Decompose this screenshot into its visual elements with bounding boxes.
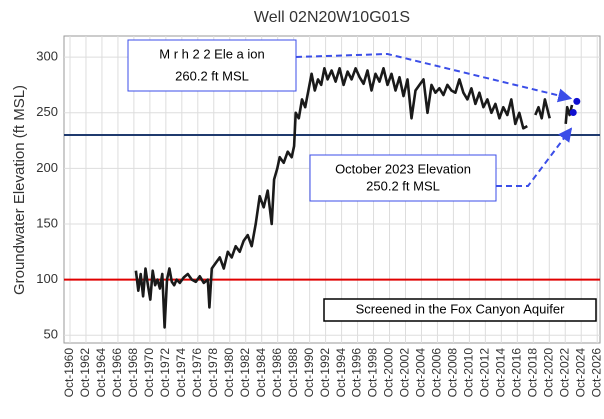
x-tick-label: Oct-2010 bbox=[462, 348, 476, 398]
x-tick-label: Oct-1964 bbox=[94, 348, 108, 398]
y-axis-label: Groundwater Elevation (ft MSL) bbox=[11, 85, 28, 295]
annotation-point bbox=[569, 109, 577, 117]
annotation-arrow bbox=[295, 52, 573, 103]
x-tick-label: Oct-1986 bbox=[270, 348, 284, 398]
x-tick-label: Oct-1970 bbox=[142, 348, 156, 398]
x-tick-label: Oct-1972 bbox=[158, 348, 172, 398]
x-tick-label: Oct-1994 bbox=[334, 348, 348, 398]
y-tick-label: 100 bbox=[36, 271, 58, 286]
x-tick-label: Oct-2000 bbox=[382, 348, 396, 398]
data-line bbox=[564, 104, 574, 125]
x-tick-label: Oct-1968 bbox=[126, 348, 140, 398]
x-tick-label: Oct-2024 bbox=[573, 348, 587, 398]
x-tick-label: Oct-1962 bbox=[78, 348, 92, 398]
x-tick-label: Oct-2008 bbox=[446, 348, 460, 398]
x-tick-label: Oct-1966 bbox=[110, 348, 124, 398]
x-tick-label: Oct-1978 bbox=[206, 348, 220, 398]
x-tick-label: Oct-1982 bbox=[238, 348, 252, 398]
annotation-arrow bbox=[496, 127, 573, 187]
annotation-box bbox=[309, 154, 497, 202]
x-tick-label: Oct-2018 bbox=[525, 348, 539, 398]
x-tick-label: Oct-1980 bbox=[222, 348, 236, 398]
x-tick-label: Oct-2012 bbox=[478, 348, 492, 398]
x-tick-label: Oct-1976 bbox=[190, 348, 204, 398]
x-tick-label: Oct-2004 bbox=[414, 348, 428, 398]
y-tick-label: 250 bbox=[36, 104, 58, 119]
annotation-value: 260.2 ft MSL bbox=[175, 68, 249, 83]
x-tick-label: Oct-2026 bbox=[589, 348, 603, 398]
x-tick-label: Oct-2022 bbox=[557, 348, 571, 398]
annotation-point bbox=[573, 97, 581, 105]
y-tick-label: 200 bbox=[36, 160, 58, 175]
x-tick-label: Oct-1960 bbox=[62, 348, 76, 398]
chart-title: Well 02N20W10G01S bbox=[254, 9, 410, 26]
annotation-value: 250.2 ft MSL bbox=[366, 178, 440, 193]
x-tick-label: Oct-1988 bbox=[286, 348, 300, 398]
note: Screened in the Fox Canyon Aquifer bbox=[356, 301, 566, 316]
x-tick-label: Oct-2002 bbox=[398, 348, 412, 398]
data-line bbox=[534, 98, 551, 120]
note-box bbox=[323, 298, 597, 322]
annotation-box bbox=[127, 39, 297, 92]
y-tick-label: 150 bbox=[36, 215, 58, 230]
x-tick-label: Oct-2006 bbox=[430, 348, 444, 398]
x-tick-label: Oct-1992 bbox=[318, 348, 332, 398]
x-tick-label: Oct-1998 bbox=[366, 348, 380, 398]
data-line bbox=[134, 67, 528, 329]
x-tick-label: Oct-2016 bbox=[509, 348, 523, 398]
x-tick-label: Oct-2020 bbox=[541, 348, 555, 398]
x-tick-label: Oct-1996 bbox=[350, 348, 364, 398]
x-tick-label: Oct-2014 bbox=[494, 348, 508, 398]
x-tick-label: Oct-1990 bbox=[302, 348, 316, 398]
x-tick-label: Oct-1984 bbox=[254, 348, 268, 398]
y-tick-label: 50 bbox=[44, 327, 58, 342]
y-tick-label: 300 bbox=[36, 49, 58, 64]
annotation-title: October 2023 Elevation bbox=[335, 161, 471, 176]
annotation-title: M r h 2 2 Ele a ion bbox=[159, 46, 265, 61]
x-tick-label: Oct-1974 bbox=[174, 348, 188, 398]
